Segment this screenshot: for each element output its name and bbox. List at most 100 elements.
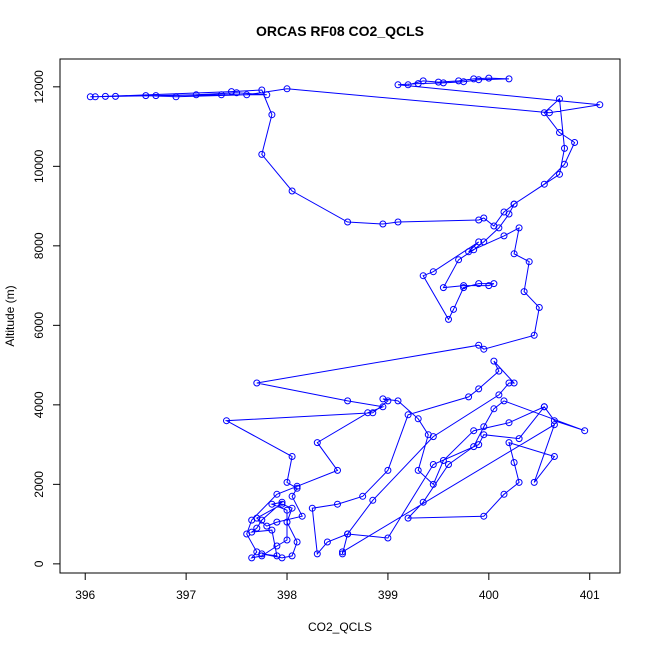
data-point (510, 379, 518, 387)
data-point (439, 457, 447, 464)
data-point (101, 92, 109, 100)
y-tick-label: 4000 (32, 391, 46, 418)
data-point (500, 232, 508, 240)
x-tick-label: 398 (277, 588, 297, 602)
x-tick-label: 399 (378, 588, 398, 602)
data-point (505, 379, 513, 387)
data-point (288, 552, 296, 560)
data-point (525, 258, 533, 266)
data-point (273, 490, 281, 498)
data-point (288, 504, 296, 512)
data-point (535, 304, 543, 311)
data-point (475, 441, 483, 449)
data-point (253, 379, 261, 387)
data-point (450, 305, 457, 313)
data-point (369, 496, 377, 504)
x-axis: 396 397 398 399 400 401 (75, 572, 600, 602)
data-point (455, 256, 463, 264)
data-point (540, 403, 548, 411)
data-point (414, 415, 422, 423)
data-point (540, 109, 548, 117)
data-point (475, 280, 483, 288)
data-point (112, 92, 119, 100)
data-point (394, 218, 402, 226)
data-point (515, 224, 523, 232)
data-point (510, 459, 518, 466)
data-point (540, 180, 548, 188)
data-point (581, 427, 589, 435)
y-tick-label: 10000 (32, 149, 46, 183)
data-point (283, 518, 291, 526)
data-point (313, 439, 321, 447)
data-point (480, 431, 488, 439)
data-point (344, 397, 352, 405)
data-point (550, 453, 558, 460)
x-axis-label: CO2_QCLS (308, 620, 372, 634)
data-point (485, 74, 493, 82)
data-point (288, 453, 296, 460)
data-point (596, 101, 604, 109)
data-point (258, 552, 266, 560)
data-point (480, 512, 488, 520)
data-point (505, 419, 513, 427)
data-point (550, 417, 558, 425)
data-point (394, 81, 402, 89)
data-point (550, 421, 558, 429)
data-point (480, 238, 488, 246)
data-point (233, 89, 241, 97)
x-tick-label: 397 (176, 588, 196, 602)
data-point (490, 280, 498, 288)
data-point (419, 272, 427, 280)
data-point (243, 91, 251, 99)
data-point (455, 77, 463, 85)
data-point (223, 417, 230, 425)
data-point (530, 478, 538, 486)
data-point (142, 92, 150, 100)
data-point (278, 500, 286, 508)
data-point (278, 554, 286, 562)
data-point (394, 397, 402, 405)
data-point (263, 522, 271, 530)
data-point (344, 218, 352, 226)
data-point (283, 85, 291, 93)
y-tick-label: 12000 (32, 70, 46, 104)
data-point (470, 427, 478, 435)
data-point (414, 80, 422, 88)
data-point (500, 397, 508, 405)
data-point (217, 91, 225, 99)
data-point (379, 403, 387, 411)
y-tick-label: 8000 (32, 232, 46, 259)
data-point (384, 466, 392, 474)
data-point (510, 250, 518, 258)
data-point (364, 409, 372, 417)
data-point (439, 284, 447, 292)
data-point (515, 478, 523, 486)
data-point (490, 357, 498, 365)
data-point (429, 480, 437, 488)
data-point (505, 75, 513, 83)
data-point (505, 210, 513, 218)
data-point (293, 482, 301, 490)
y-tick-label: 0 (32, 560, 46, 567)
data-point (475, 238, 483, 246)
data-point (480, 345, 488, 353)
data-point (480, 214, 488, 222)
data-point (258, 150, 266, 158)
data-point (545, 109, 553, 117)
data-point (429, 268, 437, 276)
data-point (556, 170, 563, 178)
data-point (561, 160, 568, 168)
data-point (288, 187, 296, 195)
data-point (495, 367, 503, 375)
data-point (359, 492, 367, 500)
data-point (460, 78, 468, 86)
data-point (339, 550, 346, 558)
data-point (283, 536, 291, 544)
data-point (571, 139, 579, 146)
x-tick-label: 400 (479, 588, 499, 602)
data-point (465, 393, 473, 401)
data-point (308, 504, 316, 512)
data-point (248, 528, 256, 536)
data-point (515, 435, 523, 443)
